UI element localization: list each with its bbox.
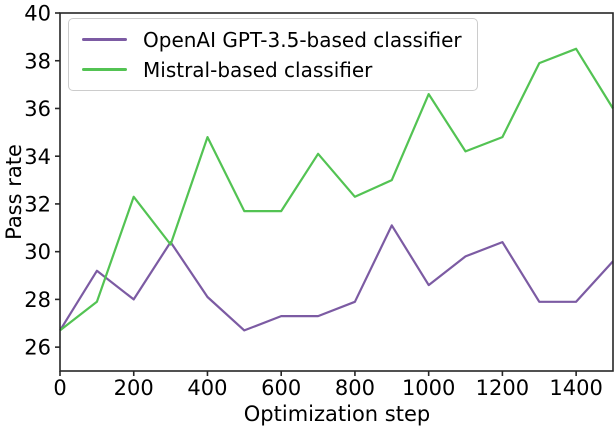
y-tick-label: 32	[24, 192, 51, 216]
legend-label-mistral: Mistral-based classifier	[143, 57, 373, 82]
x-tick-label: 800	[335, 376, 375, 400]
y-tick-label: 34	[24, 145, 51, 169]
legend-item: OpenAI GPT-3.5-based classifier	[82, 27, 462, 52]
series-layer	[59, 47, 614, 332]
y-tick-label: 30	[24, 240, 51, 264]
x-tick-label: 400	[187, 376, 227, 400]
x-tick-label: 200	[114, 376, 154, 400]
x-axis-label: Optimization step	[243, 402, 431, 426]
y-tick-label: 38	[24, 49, 51, 73]
legend-line-swatch-gpt	[82, 38, 127, 41]
y-tick-label: 28	[24, 288, 51, 312]
tick-layer: 0 200 400 600 800 1000 1200 1400 26 28 30 32 34 36 38 4…	[24, 2, 603, 401]
y-tick-label: 36	[24, 97, 51, 121]
legend-item: Mistral-based classifier	[82, 57, 462, 82]
x-tick-label: 600	[261, 376, 301, 400]
plot-border	[59, 12, 614, 372]
legend: OpenAI GPT-3.5-based classifier Mistral-…	[68, 18, 478, 91]
y-axis-label: Pass rate	[2, 144, 26, 240]
series-line-mistral	[59, 47, 614, 332]
x-tick-label: 1000	[402, 376, 455, 400]
axes-layer	[59, 12, 614, 372]
legend-label-gpt: OpenAI GPT-3.5-based classifier	[143, 27, 462, 52]
legend-line-swatch-mistral	[82, 68, 127, 71]
y-tick-label: 26	[24, 336, 51, 360]
x-tick-label: 0	[53, 376, 66, 400]
x-tick-label: 1200	[476, 376, 529, 400]
x-tick-label: 1400	[549, 376, 602, 400]
y-tick-label: 40	[24, 2, 51, 26]
series-line-gpt	[59, 224, 614, 332]
